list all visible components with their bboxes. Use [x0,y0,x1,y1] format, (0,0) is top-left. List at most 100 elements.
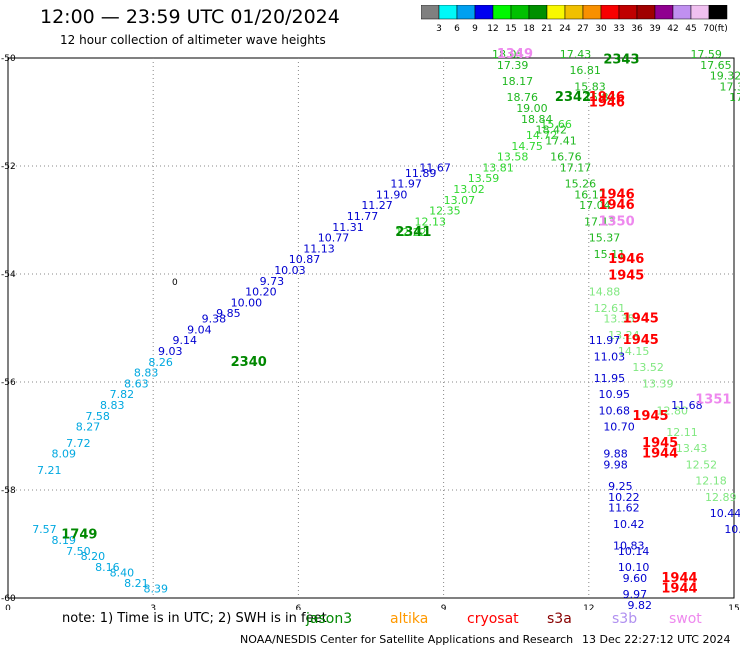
wave-height-point: 15.66 [540,118,572,131]
wave-height-point: 17.17 [560,161,592,174]
satellite-legend-item: s3b [612,611,638,627]
wave-height-point: 8.83 [134,367,159,380]
track-label: 1945 [623,312,659,327]
wave-height-point: 17.39 [497,59,528,72]
x-tick-label: 12 [583,604,594,610]
wave-height-point: 8.39 [144,583,169,596]
wave-height-point: 12.13 [415,215,447,228]
track-label: 1946 [589,90,625,105]
satellite-legend-item: swot [669,611,702,627]
wave-height-point: 8.21 [124,577,149,590]
wave-height-point: 9.73 [260,275,285,288]
track-label: 1349 [497,47,533,62]
wave-height-point: 9.25 [608,480,633,493]
y-tick-label: -56 [1,378,16,388]
wave-height-point: 16.17 [574,188,606,201]
color-scale-label: 9 [472,24,478,34]
track-label: 2340 [231,355,267,370]
wave-height-point: 17.65 [700,59,732,72]
wave-height-point: 9.85 [216,307,241,320]
x-tick-label: 0 [5,604,11,610]
y-tick-label: -50 [1,54,16,64]
wave-height-point: 15.26 [565,178,597,191]
wave-height-point: 10.87 [289,253,321,266]
color-scale-label: 27 [577,24,588,34]
wave-height-point: 11.67 [419,161,451,174]
wave-height-point: 17.04 [579,199,611,212]
y-tick-label: -52 [1,162,16,172]
track-label: 1945 [632,409,668,424]
footer-timestamp: 13 Dec 22:27:12 UTC 2024 [582,633,731,646]
wave-height-point: 13.39 [642,377,674,390]
wave-height-point: 10.14 [618,545,650,558]
satellite-legend-item: s3a [547,611,572,627]
wave-height-point: 10.83 [613,539,645,552]
color-scale-label: 42 [667,24,678,34]
track-label: 1944 [661,571,697,586]
wave-height-point: 9.82 [628,599,653,610]
wave-height-point: 9.97 [623,588,648,601]
wave-height-point: 12.89 [705,491,737,504]
wave-height-point: 8.09 [52,448,76,461]
track-label: 1946 [589,96,625,111]
wave-height-point: 10.77 [318,232,350,245]
wave-height-point: 13.43 [676,442,708,455]
wave-height-point: 16.76 [550,151,582,164]
wave-height-point: 15.83 [584,91,616,104]
wave-height-point: 12.18 [695,475,727,488]
wave-height-point: 14.88 [589,286,621,299]
wave-height-point: 14.75 [511,140,543,153]
color-scale-swatch [708,5,728,20]
wave-height-point: 11.77 [347,210,379,223]
color-scale-label: 24 [559,24,571,34]
wave-height-point: 17.13 [584,215,616,228]
wave-height-point: 8.27 [76,421,101,434]
wave-height-point: 9.38 [202,313,227,326]
wave-height-point: 12.52 [686,458,718,471]
satellite-legend-item: jason3 [306,611,353,627]
footnote: note: 1) Time is in UTC; 2) SWH is in fe… [62,611,327,626]
wave-height-point: 13.35 [603,313,635,326]
wave-height-point: 9.04 [187,323,212,336]
y-tick-label: -60 [1,594,16,604]
wave-height-point: 10.00 [231,296,263,309]
wave-height-point: 9.60 [623,572,648,585]
wave-height-point: 10.20 [245,286,277,299]
track-label: 1944 [642,447,678,462]
wave-height-point: 18.05 [492,48,524,61]
color-scale-label: 33 [613,24,624,34]
wave-height-point: 9.98 [603,458,628,471]
color-scale-label: 3 [436,24,442,34]
wave-height-point: 13.02 [453,183,485,196]
wave-height-point: 10.68 [598,404,630,417]
wave-height-point: 18.42 [536,124,568,137]
color-scale-label: (ft) [714,24,728,34]
wave-height-point: 7.82 [110,388,135,401]
plot-marker: 0 [172,278,178,288]
wave-height-point: 9.88 [603,448,628,461]
wave-height-point: 10.85 [724,523,740,536]
track-label: 1946 [608,252,644,267]
plot-frame [7,57,735,599]
color-scale-label: 45 [685,24,696,34]
wave-height-point: 7.72 [66,437,91,450]
wave-height-point: 11.90 [376,188,408,201]
color-scale-label: 70 [703,24,715,34]
footer-credit: NOAA/NESDIS Center for Satellite Applica… [240,633,574,646]
wave-height-point: 18.17 [502,75,534,88]
color-scale-label: 36 [631,24,643,34]
wave-height-point: 10.42 [613,518,645,531]
track-label: 1945 [642,436,678,451]
color-scale-label: 12 [487,24,498,34]
wave-height-point: 9.14 [173,334,198,347]
wave-height-point: 12.61 [594,302,626,315]
track-label: 1749 [61,528,97,543]
wave-height-point: 14.15 [618,345,650,358]
color-scale-legend: 3 6 9 12 15 18 21 24 27 30 33 36 39 42 45 70 (ft) [421,5,728,34]
track-label: 1351 [695,393,731,408]
y-tick-label: -58 [1,486,16,496]
wave-height-point: 7.50 [66,545,91,558]
track-label: 2343 [603,52,639,67]
wave-height-point: 17.43 [560,48,592,61]
track-label: 1945 [623,333,659,348]
